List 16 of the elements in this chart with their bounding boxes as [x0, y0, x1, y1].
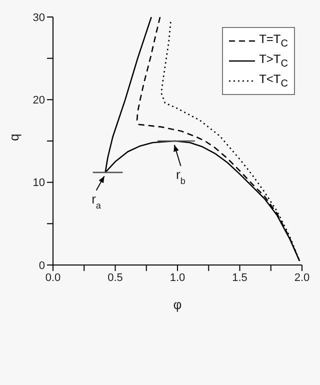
annotation: r$_{a}$: [92, 191, 102, 210]
y-axis-title: q: [6, 134, 22, 141]
x-tick-label: 0.0: [45, 272, 61, 284]
legend-label: T<T$_{C}$: [259, 72, 288, 90]
annotation: r$_{b}$: [176, 167, 186, 186]
legend-label: T>T$_{C}$: [259, 52, 288, 70]
y-tick-label: 30: [32, 12, 45, 24]
x-tick-label: 1.5: [232, 272, 248, 284]
legend-label: T=T$_{C}$: [259, 32, 288, 50]
y-tick-label: 0: [38, 260, 45, 272]
y-tick-label: 10: [32, 177, 45, 190]
x-tick-label: 0.5: [108, 272, 123, 284]
x-axis-title: φ: [173, 297, 182, 312]
x-tick-label: 2.0: [294, 272, 310, 284]
y-tick-label: 20: [32, 94, 45, 107]
x-tick-label: 1.0: [170, 272, 186, 284]
